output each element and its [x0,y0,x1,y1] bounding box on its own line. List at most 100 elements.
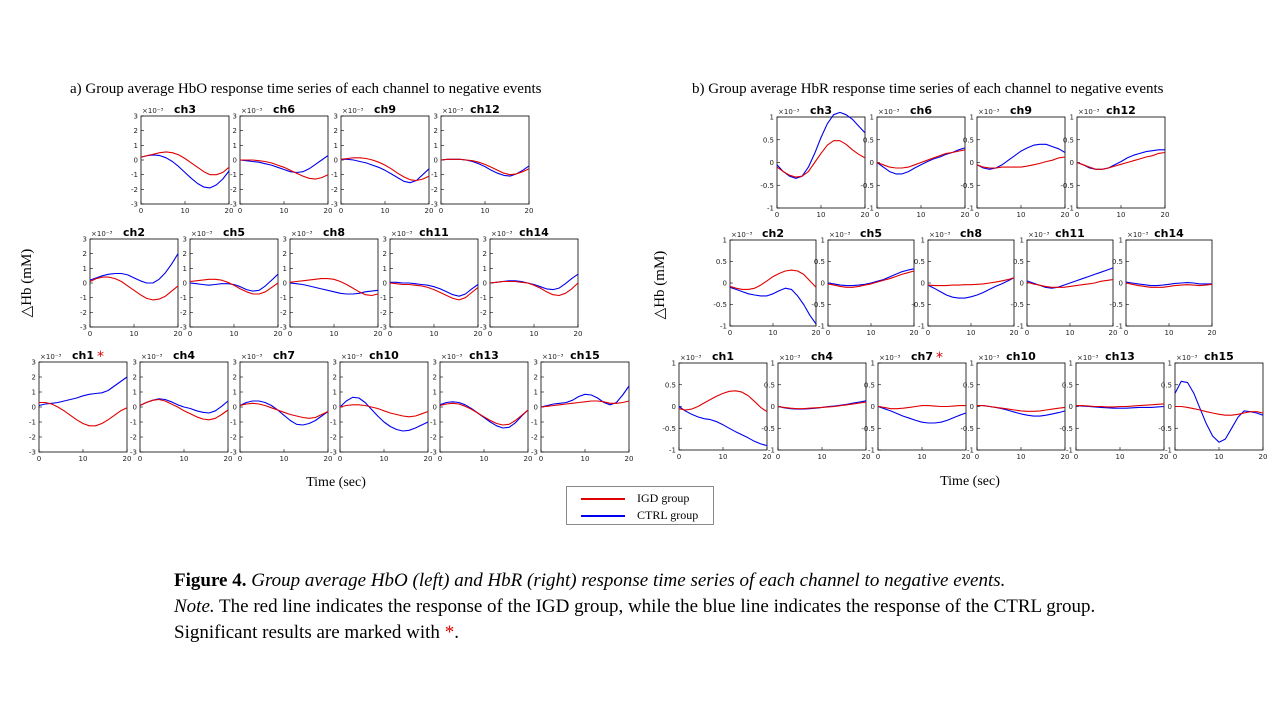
x-tick-label-a-ch7-2: 20 [324,455,333,463]
caption-title: Group average HbO (left) and HbR (right)… [246,570,1006,591]
y-tick-label-b-ch6-4: -1 [867,205,874,213]
channel-label-b-ch7: ch7 [911,350,933,363]
series-ctrl-a-ch8 [289,282,379,295]
x-tick-label-a-ch11-1: 10 [430,330,439,338]
plot-frame-b-ch8 [927,239,1015,327]
y-tick-label-a-ch4-6: -3 [130,449,137,457]
y-tick-label-a-ch13-4: -1 [430,419,437,427]
y-tick-label-a-ch15-4: -1 [531,419,538,427]
y-tick-label-b-ch8-2: 0 [921,280,925,288]
plot-frame-b-ch10 [976,362,1066,451]
series-ctrl-b-ch14 [1125,281,1212,287]
significance-star-a-ch1: * [97,349,104,365]
series-igd-b-ch5 [827,270,915,288]
caption-note: Note. The red line indicates the respons… [174,594,1134,646]
y-tick-label-b-ch1-3: -0.5 [662,425,676,433]
y-tick-label-a-ch1-4: -1 [29,419,36,427]
exponent-label-b-ch3: ×10⁻³ [778,108,799,116]
y-tick-label-a-ch6-3: 0 [233,157,237,165]
y-tick-label-a-ch3-3: 0 [134,157,138,165]
y-axis-label-a: △Hb (mM) [19,249,35,318]
x-tick-label-a-ch2-1: 10 [130,330,139,338]
series-igd-b-ch9 [976,156,1066,169]
plot-frame-a-ch13 [439,361,529,453]
y-tick-label-a-ch12-2: 1 [434,142,438,150]
y-tick-label-a-ch9-5: -2 [331,186,338,194]
y-tick-label-b-ch10-3: -0.5 [960,425,974,433]
y-tick-label-a-ch14-4: -1 [480,294,487,302]
y-tick-label-b-ch7-1: 0.5 [864,381,875,389]
y-tick-label-b-ch8-3: -0.5 [911,301,925,309]
y-tick-label-a-ch15-0: 3 [534,359,538,367]
y-tick-label-a-ch12-3: 0 [434,157,438,165]
y-tick-label-a-ch4-5: -2 [130,434,137,442]
y-tick-label-b-ch13-0: 1 [1069,360,1073,368]
y-tick-label-b-ch3-3: -0.5 [760,182,774,190]
x-tick-label-b-ch8-1: 10 [967,329,976,337]
plot-frame-a-ch14 [489,238,579,328]
caption-star: * [444,622,455,643]
y-tick-label-a-ch9-1: 2 [334,127,338,135]
y-tick-label-b-ch14-2: 0 [1119,280,1123,288]
y-tick-label-b-ch2-3: -0.5 [713,301,727,309]
x-tick-label-a-ch10-0: 0 [338,455,342,463]
channel-label-a-ch10: ch10 [369,349,399,362]
x-tick-label-a-ch11-0: 0 [388,330,392,338]
caption-line-1: Figure 4. Group average HbO (left) and H… [174,568,1134,594]
x-tick-label-a-ch14-2: 20 [574,330,583,338]
y-tick-label-a-ch2-3: 0 [83,280,87,288]
x-tick-label-a-ch10-2: 20 [424,455,433,463]
y-tick-label-a-ch3-2: 1 [134,142,138,150]
x-tick-label-b-ch6-0: 0 [875,211,879,219]
series-igd-b-ch1 [678,390,768,413]
y-tick-label-b-ch10-1: 0.5 [963,381,974,389]
y-tick-label-a-ch7-6: -3 [230,449,237,457]
x-tick-label-a-ch5-0: 0 [188,330,192,338]
y-tick-label-b-ch15-1: 0.5 [1161,381,1172,389]
exponent-label-b-ch8: ×10⁻³ [929,231,950,239]
y-tick-label-b-ch11-2: 0 [1020,280,1024,288]
channel-label-a-ch5: ch5 [223,226,245,239]
x-tick-label-b-ch12-2: 20 [1161,211,1170,219]
exponent-label-a-ch5: ×10⁻³ [191,230,212,238]
y-tick-label-b-ch1-4: -1 [669,447,676,455]
plot-frame-b-ch9 [976,116,1066,209]
y-tick-label-a-ch9-4: -1 [331,171,338,179]
x-tick-label-b-ch7-0: 0 [876,453,880,461]
y-tick-label-a-ch9-2: 1 [334,142,338,150]
y-tick-label-b-ch8-4: -1 [918,323,925,331]
y-tick-label-a-ch11-1: 2 [383,250,387,258]
plot-frame-b-ch4 [777,362,867,451]
series-igd-b-ch12 [1076,151,1166,170]
x-tick-label-a-ch2-0: 0 [88,330,92,338]
exponent-label-b-ch15: ×10⁻³ [1176,354,1197,362]
plot-frame-a-ch10 [339,361,429,453]
y-tick-label-a-ch13-3: 0 [433,404,437,412]
y-tick-label-a-ch3-6: -3 [131,201,138,209]
series-ctrl-b-ch3 [776,111,866,179]
channel-label-a-ch14: ch14 [519,226,549,239]
y-tick-label-a-ch15-3: 0 [534,404,538,412]
y-tick-label-a-ch11-2: 1 [383,265,387,273]
y-tick-label-a-ch1-2: 1 [32,389,36,397]
x-tick-label-b-ch4-1: 10 [818,453,827,461]
series-ctrl-a-ch6 [239,155,329,174]
x-tick-label-a-ch6-2: 20 [324,207,333,215]
y-tick-label-b-ch2-4: -1 [720,323,727,331]
y-tick-label-a-ch1-3: 0 [32,404,36,412]
y-tick-label-b-ch4-2: 0 [771,403,775,411]
x-tick-label-b-ch3-1: 10 [817,211,826,219]
y-tick-label-b-ch15-3: -0.5 [1158,425,1172,433]
y-tick-label-b-ch11-3: -0.5 [1010,301,1024,309]
y-tick-label-a-ch4-3: 0 [133,404,137,412]
y-tick-label-b-ch4-4: -1 [768,447,775,455]
y-tick-label-b-ch10-4: -1 [967,447,974,455]
y-tick-label-b-ch11-4: -1 [1017,323,1024,331]
channel-label-a-ch7: ch7 [273,349,295,362]
y-tick-label-b-ch8-1: 0.5 [914,258,925,266]
x-tick-label-b-ch12-1: 10 [1117,211,1126,219]
y-tick-label-b-ch5-2: 0 [821,280,825,288]
series-igd-b-ch7 [877,405,966,410]
y-tick-label-a-ch8-6: -3 [280,324,287,332]
series-ctrl-a-ch3 [140,154,230,189]
